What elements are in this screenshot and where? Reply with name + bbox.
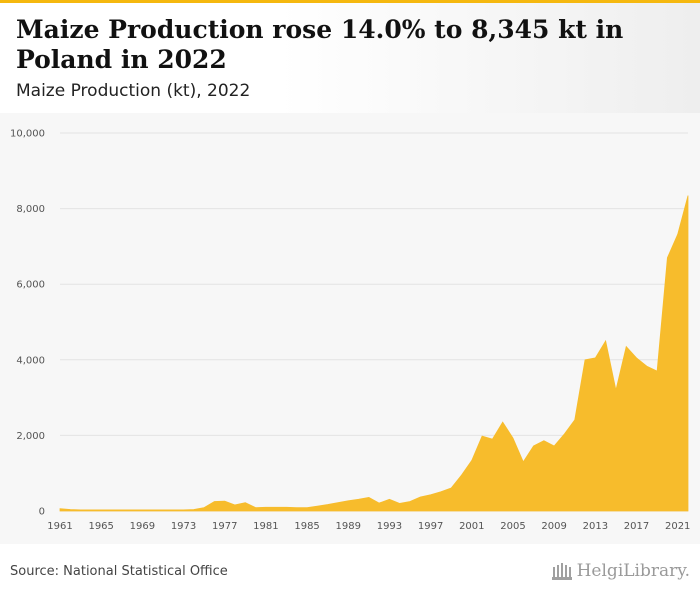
library-building-icon: [551, 563, 572, 580]
x-tick-label: 2005: [500, 521, 525, 532]
chart-footer: Source: National Statistical Office Helg…: [0, 544, 700, 596]
x-tick-label: 1981: [253, 521, 278, 532]
production-area-series[interactable]: [59, 195, 689, 512]
maize-production-chart: 0 2,000 4,000 6,000 8,000 10,000 1961 1965 1969…: [10, 129, 690, 533]
y-tick-label: 4,000: [16, 355, 45, 366]
y-tick-label: 0: [39, 507, 45, 518]
brand-name: HelgiLibrary.: [576, 561, 690, 581]
x-tick-label: 2001: [459, 521, 484, 532]
x-tick-label: 1989: [336, 521, 361, 532]
y-tick-label: 2,000: [16, 431, 45, 442]
x-tick-label: 1973: [171, 521, 196, 532]
brand-logo[interactable]: HelgiLibrary.: [551, 558, 690, 584]
x-tick-label: 2013: [583, 521, 608, 532]
chart-header: Maize Production rose 14.0% to 8,345 kt …: [0, 3, 700, 113]
x-tick-label: 1985: [294, 521, 319, 532]
source-note: Source: National Statistical Office: [10, 564, 228, 579]
y-tick-label: 10,000: [10, 129, 45, 140]
chart-area: 0 2,000 4,000 6,000 8,000 10,000 1961 1965 1969…: [0, 113, 700, 544]
y-tick-label: 8,000: [16, 204, 45, 215]
x-tick-label: 2009: [541, 521, 566, 532]
x-tick-label: 1965: [88, 521, 113, 532]
y-tick-label: 6,000: [16, 280, 45, 291]
x-tick-label: 1977: [212, 521, 237, 532]
x-tick-label: 2021: [665, 521, 690, 532]
x-tick-label: 1993: [377, 521, 402, 532]
x-tick-label: 1961: [47, 521, 72, 532]
x-tick-label: 2017: [624, 521, 649, 532]
x-tick-label: 1969: [130, 521, 155, 532]
accent-bar: [0, 0, 700, 3]
x-tick-label: 1997: [418, 521, 443, 532]
chart-title: Maize Production rose 14.0% to 8,345 kt …: [16, 15, 624, 74]
chart-subtitle: Maize Production (kt), 2022: [16, 81, 251, 101]
